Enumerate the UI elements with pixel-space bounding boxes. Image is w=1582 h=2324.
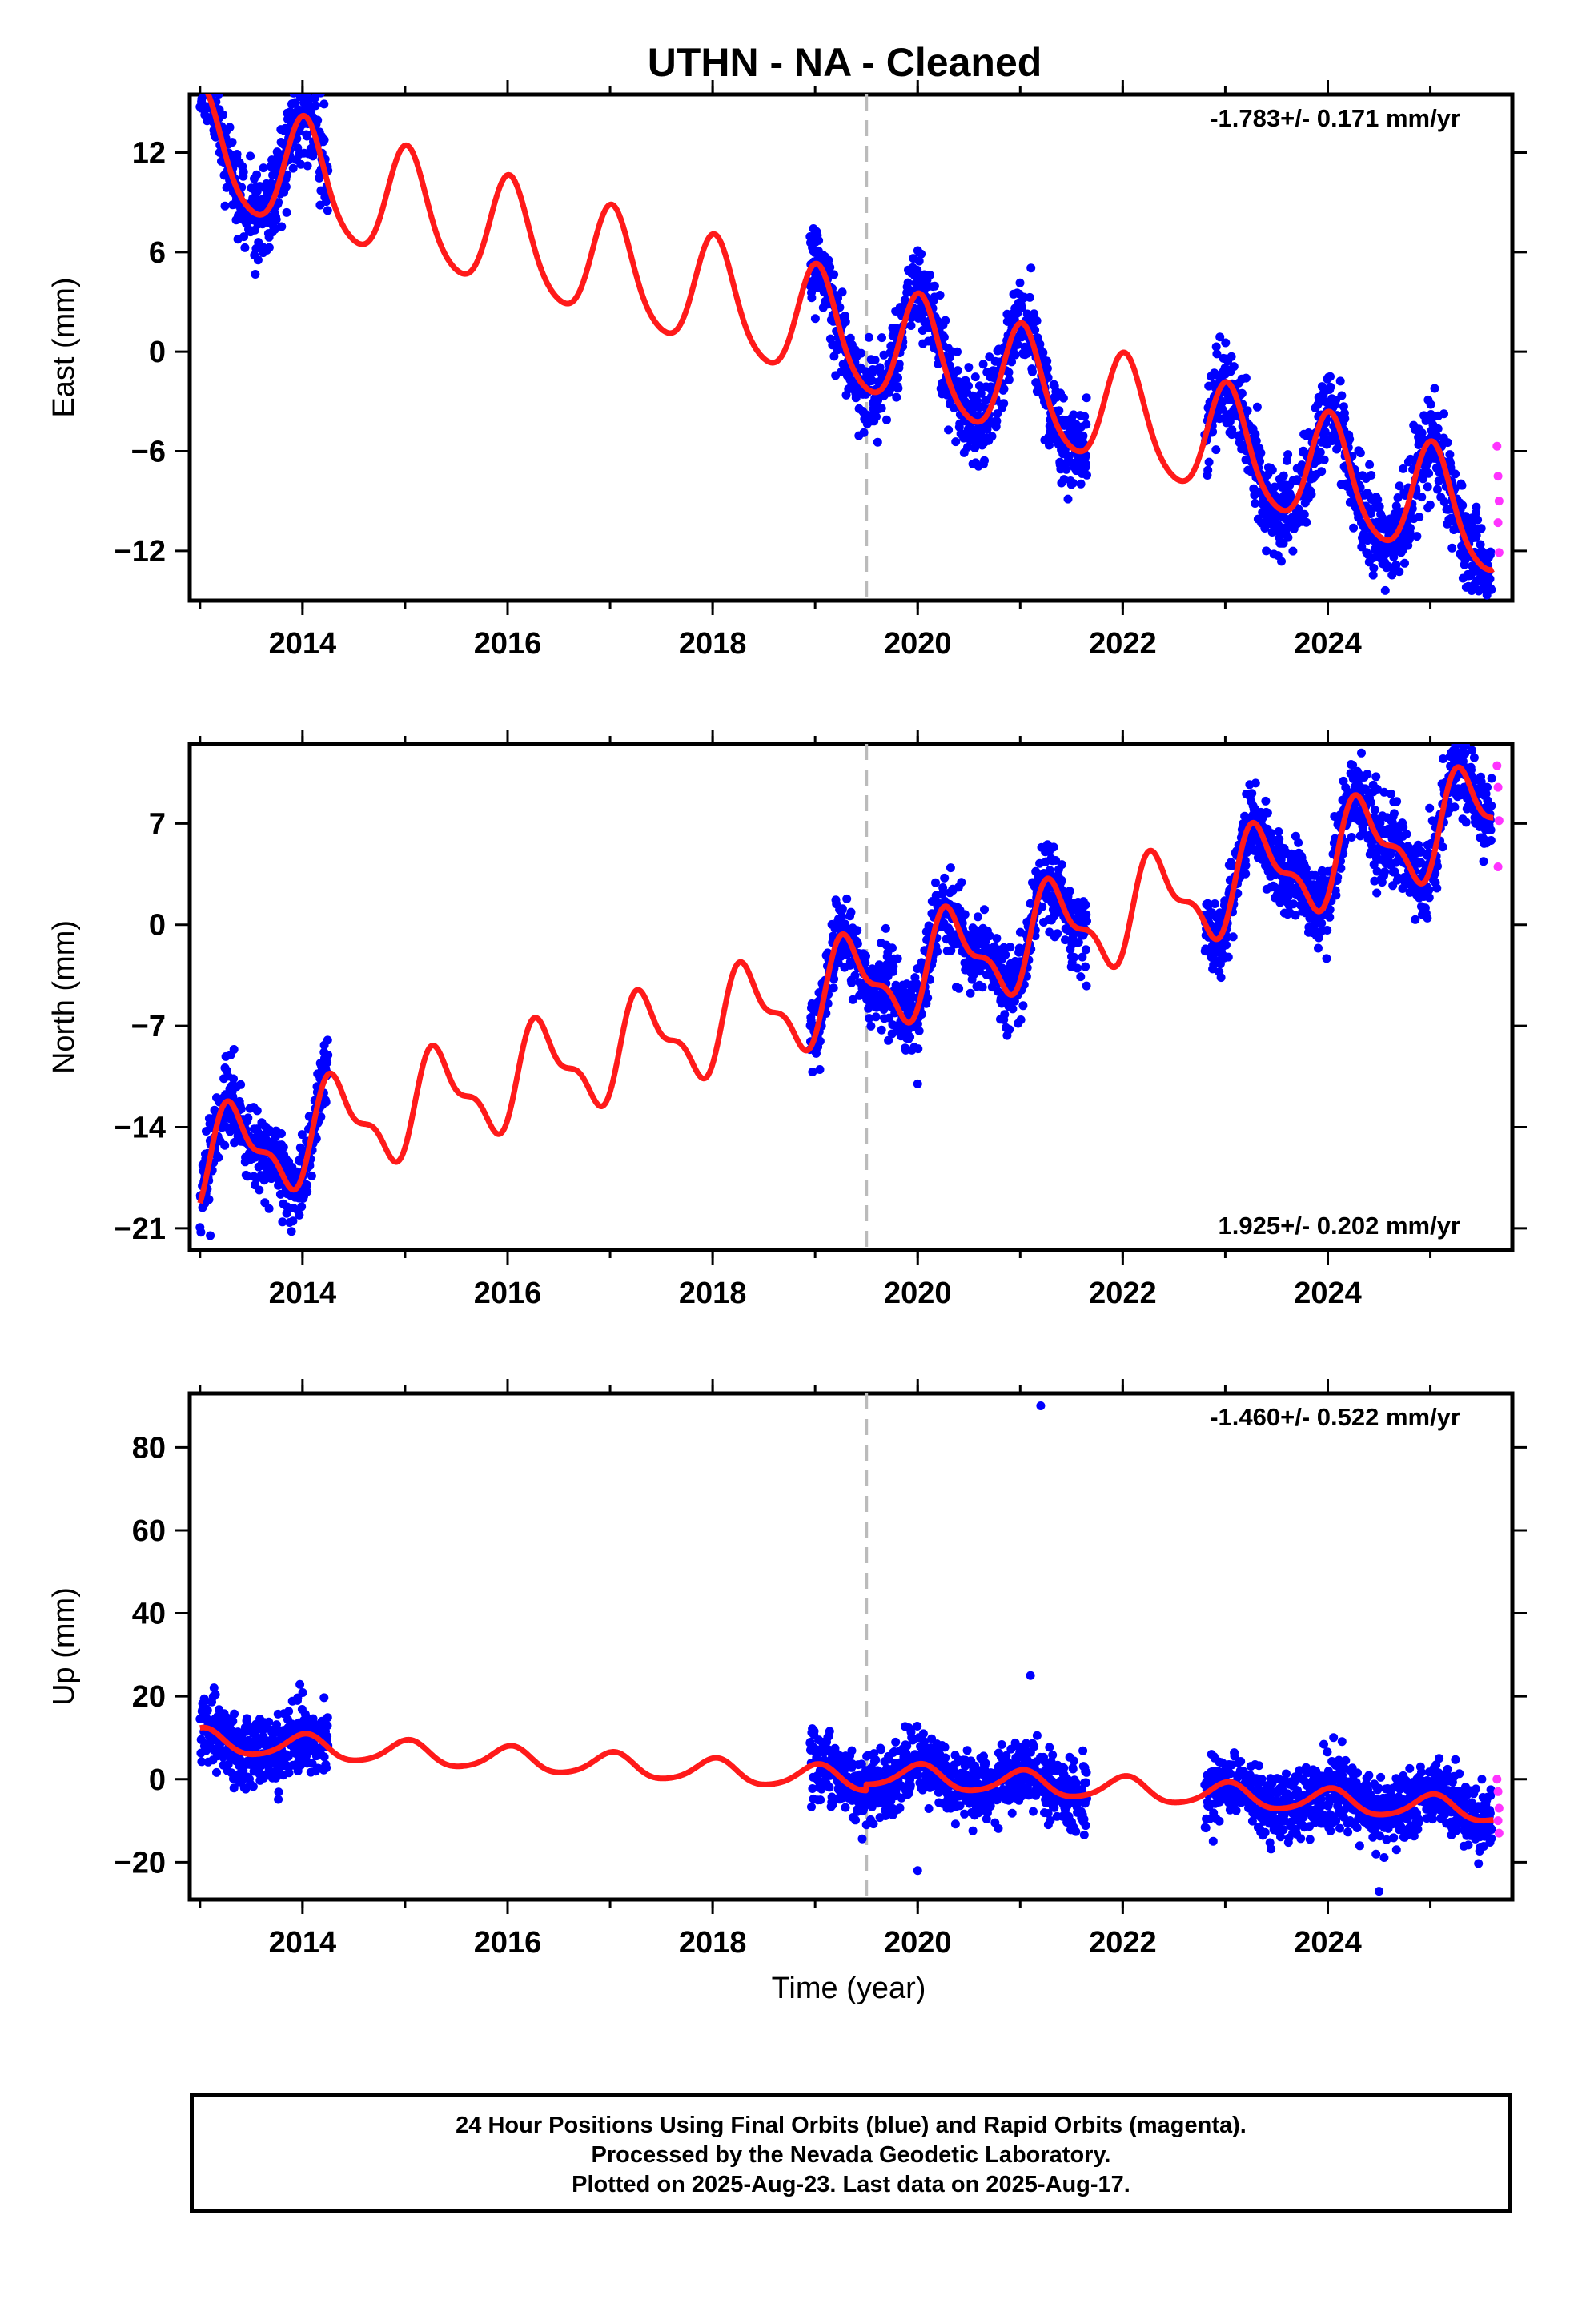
rapid-orbit-point [1493, 862, 1503, 871]
outlier-point [913, 1866, 922, 1876]
outlier-point [1375, 1887, 1384, 1896]
y-axis-label-north: North (mm) [47, 920, 81, 1074]
final-orbit-points [195, 744, 1496, 1237]
x-tick-label: 2018 [679, 1277, 747, 1310]
y-tick-label: 6 [149, 236, 166, 270]
outlier-point [1262, 546, 1271, 556]
x-tick-label: 2024 [1294, 627, 1362, 661]
y-tick-label: −12 [114, 535, 166, 569]
rapid-orbit-point [1494, 497, 1504, 506]
x-tick-label: 2014 [269, 1926, 337, 1960]
outlier-point [1036, 1401, 1046, 1411]
panel-up: 2014 2016 2018 2020 2022 2024 80 60 40 20 0 −20 Up (… [47, 1379, 1527, 1960]
x-tick-label: 2018 [679, 1926, 747, 1960]
rapid-orbit-point [1494, 1803, 1504, 1813]
y-tick-label: 80 [132, 1431, 166, 1465]
final-orbit-points [195, 1679, 1496, 1868]
rapid-orbit-point [1493, 1816, 1503, 1826]
outlier-point [1461, 582, 1471, 592]
x-tick-label: 2020 [884, 1926, 952, 1960]
x-tick-label: 2022 [1089, 1926, 1157, 1960]
velocity-rate-label: -1.783+/- 0.171 mm/yr [1210, 104, 1460, 132]
rapid-orbit-point [1493, 472, 1503, 481]
rapid-orbit-point [1493, 782, 1503, 792]
y-tick-label: 40 [132, 1598, 166, 1631]
x-tick-label: 2014 [269, 1277, 337, 1310]
y-tick-label: −6 [131, 436, 166, 469]
y-tick-label: 60 [132, 1514, 166, 1548]
x-tick-label: 2016 [474, 1926, 542, 1960]
x-tick-label: 2014 [269, 627, 337, 661]
rapid-orbit-point [1492, 441, 1502, 451]
x-tick-label: 2016 [474, 1277, 542, 1310]
velocity-rate-label: -1.460+/- 0.522 mm/yr [1210, 1403, 1460, 1431]
x-tick-label: 2020 [884, 1277, 952, 1310]
footer-line-3: Plotted on 2025-Aug-23. Last data on 202… [572, 2172, 1130, 2197]
y-tick-label: −21 [114, 1212, 166, 1246]
rapid-orbit-point [1494, 816, 1504, 826]
panel-east: 2014 2016 2018 2020 2022 2024 12 6 0 −6 −12 East (m… [47, 80, 1527, 661]
y-tick-label: 20 [132, 1680, 166, 1714]
panel-north: 2014 2016 2018 2020 2022 2024 7 0 −7 −14 −21 North … [47, 730, 1527, 1310]
outlier-point [206, 1231, 215, 1240]
footer-line-2: Processed by the Nevada Geodetic Laborat… [591, 2142, 1111, 2168]
model-fit-line [197, 1724, 1496, 1824]
y-tick-label: −20 [114, 1846, 166, 1880]
plot-area-north [195, 744, 1504, 1250]
y-tick-label: 12 [132, 137, 166, 171]
x-tick-label: 2024 [1294, 1277, 1362, 1310]
y-tick-label: 7 [149, 807, 166, 841]
y-tick-label: 0 [149, 909, 166, 943]
footer-line-1: 24 Hour Positions Using Final Orbits (bl… [456, 2113, 1247, 2138]
y-axis-label-up: Up (mm) [47, 1587, 81, 1706]
model-fit-line [205, 94, 1496, 573]
x-tick-label: 2018 [679, 627, 747, 661]
x-tick-label: 2022 [1089, 627, 1157, 661]
plot-frame-north [187, 742, 1515, 1252]
plot-area-east [195, 94, 1504, 601]
x-tick-label: 2020 [884, 627, 952, 661]
x-tick-label: 2024 [1294, 1926, 1362, 1960]
y-tick-label: −7 [131, 1010, 166, 1043]
rapid-orbit-point [1493, 1787, 1503, 1796]
outlier-point [913, 1079, 922, 1088]
y-axis-label-east: East (mm) [47, 277, 81, 417]
x-tick-label: 2022 [1089, 1277, 1157, 1310]
footer-caption-box: 24 Hour Positions Using Final Orbits (bl… [190, 2093, 1512, 2213]
rapid-orbit-point [1492, 761, 1502, 770]
x-axis-label: Time (year) [772, 1972, 926, 2005]
y-tick-label: −14 [114, 1112, 166, 1145]
y-tick-label: 0 [149, 1763, 166, 1797]
rapid-orbit-point [1494, 548, 1504, 557]
outlier-point [1026, 1671, 1035, 1680]
y-tick-label: 0 [149, 336, 166, 369]
rapid-orbit-point [1492, 1775, 1502, 1784]
figure-title: UTHN - NA - Cleaned [648, 40, 1042, 85]
velocity-rate-label: 1.925+/- 0.202 mm/yr [1219, 1212, 1460, 1240]
plot-area-up [195, 1393, 1504, 1900]
rapid-orbit-point [1493, 518, 1503, 528]
rapid-orbit-point [1494, 1828, 1504, 1838]
x-tick-label: 2016 [474, 627, 542, 661]
model-fit-line [197, 764, 1496, 1204]
